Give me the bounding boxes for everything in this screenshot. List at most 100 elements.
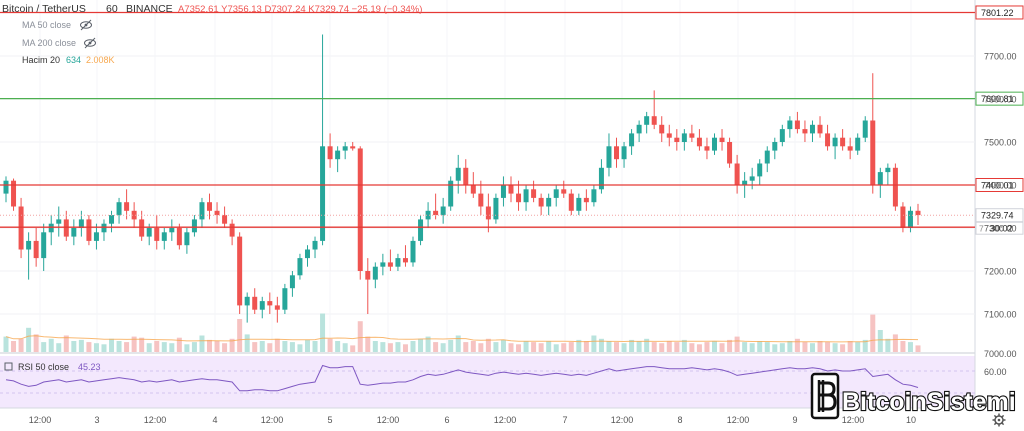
candle-body: [516, 193, 522, 203]
volume-bar: [470, 341, 476, 352]
volume-bar: [538, 343, 544, 352]
candle-body: [832, 137, 838, 147]
volume-bar: [101, 344, 107, 352]
eye-slash-icon[interactable]: [80, 19, 92, 31]
level-price-tag: [975, 5, 1024, 20]
rsi-value: 45.23: [78, 362, 101, 372]
candle-body: [485, 206, 491, 220]
candle-body: [418, 219, 424, 241]
volume-bar: [259, 341, 265, 352]
candle-body: [161, 232, 167, 241]
volume-bar: [463, 342, 469, 352]
volume-bar: [184, 344, 190, 352]
candle-body: [546, 197, 552, 207]
bitcoin-logo-icon: [810, 372, 840, 420]
price-tick-label: 7600.00: [984, 95, 1017, 105]
volume-bar: [636, 341, 642, 352]
eye-slash-icon[interactable]: [84, 37, 96, 49]
volume-bar: [493, 342, 499, 352]
price-axis[interactable]: 7700.00 7600.00 7500.00 7400.00 7300.00 7200.…: [984, 52, 1017, 360]
volume-bar: [161, 342, 167, 352]
volume-bar: [794, 338, 800, 352]
candle-body: [304, 249, 310, 259]
candle-body: [350, 146, 356, 149]
volume-bar: [779, 343, 785, 352]
candle-body: [742, 180, 748, 185]
volume-bar: [402, 344, 408, 352]
candle-body: [757, 163, 763, 177]
candle-body: [63, 219, 69, 237]
time-tick-label: 10: [906, 415, 916, 425]
candle-body: [191, 219, 197, 233]
volume-bar: [749, 343, 755, 352]
candle-body: [274, 305, 280, 310]
volume-bars: [3, 313, 921, 352]
volume-bar: [907, 342, 913, 352]
candle-body: [335, 150, 341, 160]
collapse-icon[interactable]: [4, 362, 13, 371]
candle-body: [734, 163, 740, 185]
volume-bar: [33, 334, 39, 352]
candle-body: [666, 133, 672, 138]
interval-label: 60: [106, 3, 118, 15]
candle-body: [606, 146, 612, 168]
volume-bar: [674, 342, 680, 352]
time-tick-label: 12:00: [377, 415, 400, 425]
volume-bar: [734, 336, 740, 352]
candle-body: [463, 167, 469, 185]
candle-body: [199, 202, 205, 220]
volume-bar: [327, 338, 333, 352]
candle-body: [651, 116, 657, 125]
volume-bar: [568, 342, 574, 352]
horizontal-levels[interactable]: 7801.227600.817400.017301.847329.74730:0…: [0, 5, 1024, 235]
volume-bar: [576, 339, 582, 352]
volume-bar: [651, 342, 657, 352]
volume-bar: [18, 338, 24, 352]
candle-body: [229, 223, 235, 237]
time-tick-label: 12:00: [494, 415, 517, 425]
candle-body: [154, 228, 160, 241]
candle-body: [109, 215, 115, 224]
volume-bar: [583, 341, 589, 352]
volume-bar: [154, 341, 160, 352]
volume-bar: [433, 342, 439, 352]
volume-bar: [892, 334, 898, 352]
candle-body: [576, 197, 582, 211]
candle-body: [259, 301, 265, 310]
candle-body: [282, 288, 288, 310]
candle-body: [18, 206, 24, 250]
volume-bar: [93, 343, 99, 352]
volume-bar: [666, 341, 672, 352]
candle-body: [146, 228, 152, 237]
time-axis[interactable]: 12:00 3 12:00 4 12:00 5 12:00 6 12:00 7 12:00 8 12:0…: [29, 415, 916, 425]
time-tick-label: 5: [327, 415, 332, 425]
volume-bar: [229, 338, 235, 352]
volume-bar: [802, 342, 808, 352]
volume-bar: [621, 343, 627, 352]
ma200-label: MA 200 close: [22, 38, 76, 48]
time-tick-label: 12:00: [29, 415, 52, 425]
volume-bar: [840, 344, 846, 352]
volume-bar: [86, 342, 92, 352]
gear-icon[interactable]: [992, 413, 1006, 427]
candle-body: [11, 180, 17, 207]
rsi-line: [5, 364, 919, 392]
volume-bar: [342, 343, 348, 352]
candle-body: [214, 210, 220, 216]
candle-body: [71, 228, 77, 237]
grid-lines: [0, 0, 975, 353]
candle-body: [78, 219, 84, 228]
candle-body: [222, 215, 228, 224]
candle-body: [787, 120, 793, 130]
volume-bar: [719, 343, 725, 352]
candle-body: [440, 206, 446, 216]
volume-bar: [3, 336, 9, 352]
candle-body: [3, 180, 9, 194]
price-pane[interactable]: [0, 0, 975, 350]
volume-bar: [387, 343, 393, 352]
candle-body: [711, 137, 717, 151]
volume-bar: [176, 337, 182, 352]
volume-bar: [131, 336, 137, 352]
volume-bar: [191, 342, 197, 352]
